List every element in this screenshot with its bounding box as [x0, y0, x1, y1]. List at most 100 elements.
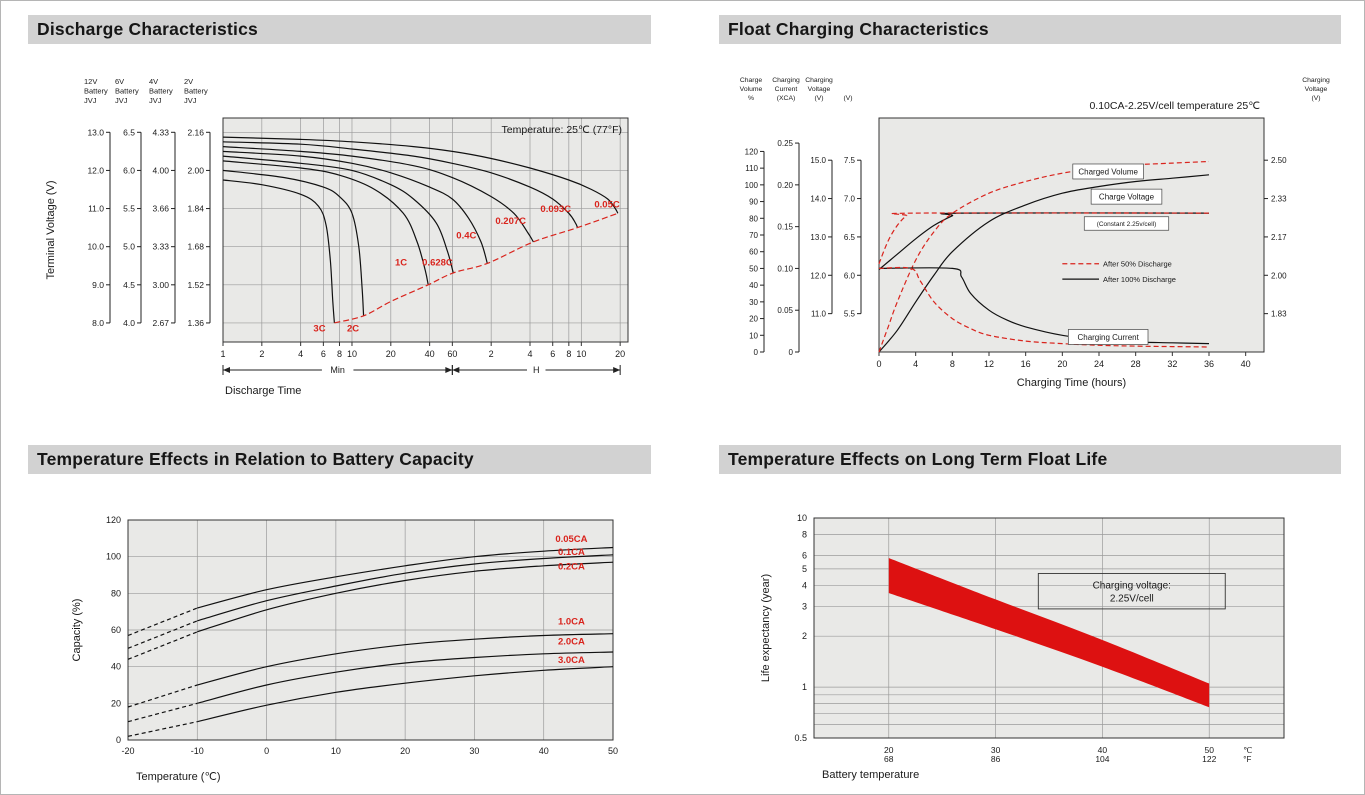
y-tick-label: 110 [745, 164, 758, 173]
y-axis-title: Life expectancy (year) [760, 574, 772, 682]
y-tick-label: 0.05 [777, 306, 793, 315]
axis-header: Volume [740, 86, 763, 93]
capacity-curve-0.05CA [197, 546, 614, 609]
axis-header: Charging [805, 77, 833, 84]
y-tick-label: 3.00 [152, 280, 169, 290]
x-tick-label: 0 [876, 359, 881, 369]
y-tick-label: 0.25 [777, 139, 793, 148]
legend-label: After 100% Discharge [1103, 275, 1176, 284]
discharge-curve-2C [222, 169, 365, 316]
panel-discharge: Discharge Characteristics 1 2 4 6 8 10 20 40 60 2… [28, 15, 651, 404]
y-tick-label: 100 [745, 181, 759, 190]
y-tick-label: 4.0 [123, 318, 135, 328]
x-tick-label-f: 122 [1202, 754, 1216, 764]
float-charging-chart: 0 4 8 12 16 20 24 28 32 36 40 Charge Volume% 0 10 20 30 4… [740, 77, 1330, 389]
axis-header: (XCA) [777, 95, 796, 102]
scale-header: 12V [84, 77, 97, 86]
x-tick-label-c: 40 [1098, 745, 1108, 755]
scale-header: Battery [84, 87, 108, 96]
x-tick-label: 60 [447, 349, 457, 359]
axis-header: % [748, 95, 754, 102]
zone-label-bg [527, 363, 546, 376]
y-tick-label: 14.0 [810, 195, 826, 204]
series-label: Charged Volume [1078, 167, 1138, 176]
axis-header: Voltage [1305, 86, 1328, 93]
y-tick-label: 6 [802, 551, 807, 561]
y-tick-label: 10.0 [87, 242, 104, 252]
curve-label: 0.2CA [558, 562, 585, 573]
x-tick-label: 30 [469, 746, 479, 756]
curve-label: 3.0CA [558, 655, 585, 666]
axis-header: Charging [772, 77, 800, 84]
y-tick-label: 2.50 [1271, 156, 1287, 165]
scale-header: Battery [149, 87, 173, 96]
zone-label: H [533, 365, 540, 375]
y-tick-label: 2 [802, 631, 807, 641]
x-tick-label: 20 [386, 349, 396, 359]
y-tick-label: 3.33 [152, 242, 169, 252]
y-tick-label: 11.0 [811, 310, 827, 319]
capacity-curve-1.0CA-dashed [127, 684, 198, 708]
x-tick-label: 10 [347, 349, 357, 359]
float-life-chart: 1086543210.5206830864010450122℃°FChargin… [760, 513, 1285, 781]
y-tick-label: 5.5 [844, 310, 856, 319]
x-tick-label: 20 [1057, 359, 1067, 369]
zone-label-bg [321, 363, 354, 376]
y-tick-label: 7.0 [844, 195, 856, 204]
series-label-box [1072, 163, 1144, 180]
x-tick-label: 36 [1204, 359, 1214, 369]
x-tick-label: -10 [191, 746, 204, 756]
section-title-discharge: Discharge Characteristics [28, 15, 651, 44]
y-tick-label: 40 [749, 281, 758, 290]
cutoff-voltage-curve [334, 212, 619, 324]
plot-area [223, 118, 628, 342]
x-tick-label: 8 [950, 359, 955, 369]
plot-border [813, 517, 1285, 739]
capacity-curve-3.0CA [197, 666, 614, 723]
x-tick-label: 4 [527, 349, 532, 359]
y-tick-label: 100 [106, 552, 121, 562]
zone-label: Min [330, 365, 345, 375]
y-tick-label: 8 [802, 529, 807, 539]
axis-header: Current [775, 86, 798, 93]
y-tick-label: 3.66 [152, 204, 169, 214]
x-tick-label: 16 [1021, 359, 1031, 369]
curve-label: 2.0CA [558, 637, 585, 648]
series-label-box [1083, 216, 1170, 231]
plot-area [878, 117, 1265, 353]
y-tick-label: 4.33 [152, 127, 169, 137]
y-tick-label: 70 [749, 231, 758, 240]
discharge-curve-0.05C [222, 136, 619, 214]
discharge-curve-0.4C [222, 150, 488, 264]
curve-label: 0.4C [456, 230, 476, 241]
x-tick-label: 20 [400, 746, 410, 756]
arrow-right-icon [445, 367, 453, 373]
y-tick-label: 0 [754, 348, 759, 357]
capacity-curve-0.2CA [197, 561, 614, 633]
capacity-curve-2.0CA [197, 651, 614, 704]
curve-label: 3C [313, 323, 325, 334]
y-tick-label: 80 [111, 588, 121, 598]
x-tick-label: 32 [1167, 359, 1177, 369]
y-tick-label: 4.00 [152, 165, 169, 175]
y-tick-label: 13.0 [810, 233, 826, 242]
curve-label: 0.207C [495, 216, 526, 227]
y-tick-label: 10 [749, 331, 758, 340]
section-title-text: Temperature Effects on Long Term Float L… [728, 449, 1108, 469]
temperature-note: Temperature: 25℃ (77°F) [502, 124, 622, 136]
y-tick-label: 2.00 [1271, 271, 1287, 280]
y-tick-label: 1.84 [187, 204, 204, 214]
y-tick-label: 6.0 [844, 271, 856, 280]
curve-label: 0.628C [422, 258, 453, 269]
discharge-curve-3C [222, 179, 335, 323]
arrow-right-icon [613, 367, 621, 373]
y-tick-label: 50 [749, 264, 758, 273]
capacity-curve-1.0CA [197, 633, 614, 686]
axis-header: Charging [1302, 77, 1330, 84]
x-unit-fahrenheit: °F [1243, 755, 1251, 764]
life-expectancy-band [888, 558, 1210, 708]
y-tick-label: 5.0 [123, 242, 135, 252]
x-axis-title: Discharge Time [225, 385, 301, 397]
y-tick-label: 20 [111, 698, 121, 708]
x-tick-label-f: 86 [991, 754, 1001, 764]
